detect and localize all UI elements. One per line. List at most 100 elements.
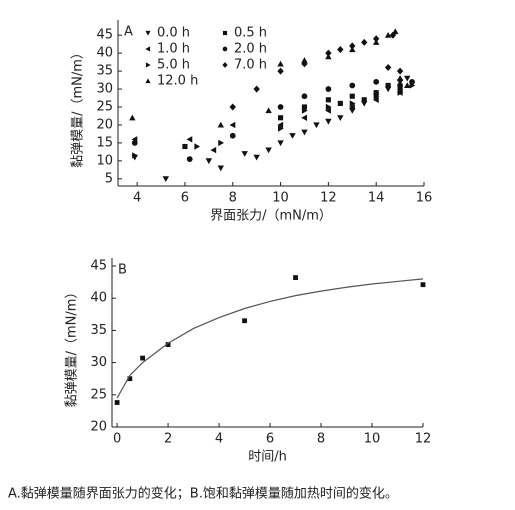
marker [325, 97, 331, 103]
x-tick-label: 8 [317, 432, 325, 447]
y-tick-label: 45 [96, 28, 113, 43]
x-tick-label: 2 [164, 432, 172, 447]
legend-label: 7.0 h [234, 58, 267, 73]
panel-label: A [124, 25, 133, 40]
marker [397, 89, 404, 96]
marker [301, 107, 308, 114]
y-axis-label: 黏弹模量/（mN/m） [64, 286, 80, 408]
marker [372, 96, 379, 104]
marker [278, 125, 284, 132]
legend-marker [145, 30, 151, 36]
marker [313, 122, 320, 129]
x-axis-label: 界面张力/（mN/m） [210, 209, 332, 224]
marker [396, 67, 404, 75]
marker [404, 82, 411, 89]
marker [301, 104, 308, 110]
marker [253, 154, 260, 161]
marker [277, 121, 284, 129]
marker [325, 86, 332, 92]
y-tick-label: 35 [96, 64, 113, 79]
marker [162, 176, 170, 183]
marker [384, 31, 392, 38]
marker [385, 82, 391, 89]
marker [253, 85, 260, 93]
marker [301, 57, 308, 63]
y-tick-label: 40 [96, 46, 113, 61]
legend-marker [222, 46, 228, 52]
y-tick-label: 30 [96, 82, 113, 97]
x-tick-label: 6 [266, 432, 274, 447]
legend-marker [222, 30, 228, 36]
marker [182, 143, 188, 150]
marker [373, 90, 379, 96]
marker [140, 355, 145, 361]
legend-label: 1.0 h [157, 42, 190, 57]
marker [301, 93, 308, 100]
marker [372, 35, 380, 43]
marker [337, 100, 343, 106]
marker [229, 103, 236, 111]
y-tick-label: 10 [96, 153, 113, 168]
marker [277, 67, 284, 75]
y-tick-label: 25 [90, 387, 107, 402]
marker [349, 103, 355, 111]
legend-label: 5.0 h [157, 58, 190, 73]
marker [289, 133, 296, 139]
x-tick-label: 12 [415, 432, 432, 447]
marker [337, 115, 344, 121]
marker [384, 63, 392, 72]
marker [349, 93, 355, 99]
marker [372, 39, 380, 45]
caption: A.黏弹模量随界面张力的变化；B.饱和黏弹模量随加热时间的变化。 [8, 486, 398, 502]
legend-marker [222, 62, 228, 68]
marker [129, 114, 136, 121]
marker [242, 318, 247, 324]
x-tick-label: 10 [272, 191, 289, 206]
marker [361, 97, 367, 103]
marker [325, 53, 332, 60]
marker [277, 140, 284, 147]
x-axis-label: 时间/h [248, 450, 287, 465]
marker [361, 38, 368, 46]
marker [218, 139, 224, 147]
x-tick-label: 4 [215, 432, 223, 447]
marker [397, 86, 403, 92]
marker [349, 46, 356, 53]
y-tick-label: 25 [96, 100, 113, 115]
marker [325, 103, 332, 111]
marker [301, 114, 308, 121]
marker [337, 46, 344, 54]
marker [301, 129, 308, 136]
marker [404, 75, 411, 82]
marker [186, 156, 193, 162]
marker [409, 82, 416, 89]
marker [210, 146, 217, 154]
y-tick-label: 40 [90, 291, 107, 306]
marker [265, 107, 272, 114]
marker [349, 82, 356, 89]
marker [325, 49, 332, 57]
marker [165, 342, 171, 347]
marker [132, 152, 138, 159]
y-tick-label: 35 [90, 323, 107, 338]
marker [392, 28, 399, 35]
x-tick-label: 10 [364, 432, 381, 447]
marker [114, 400, 120, 405]
marker [373, 93, 380, 100]
marker [229, 132, 236, 139]
y-tick-label: 15 [96, 135, 113, 150]
legend-label: 2.0 h [234, 42, 267, 57]
marker [420, 282, 426, 288]
marker [277, 104, 284, 110]
legend-label: 0.0 h [157, 26, 190, 41]
marker [229, 121, 236, 129]
marker [217, 165, 224, 172]
x-tick-label: 4 [133, 191, 141, 206]
y-tick-label: 45 [90, 259, 107, 274]
marker [205, 158, 213, 165]
marker [265, 147, 272, 154]
x-tick-label: 6 [181, 191, 189, 206]
marker [325, 118, 332, 125]
y-tick-label: 20 [96, 117, 113, 132]
